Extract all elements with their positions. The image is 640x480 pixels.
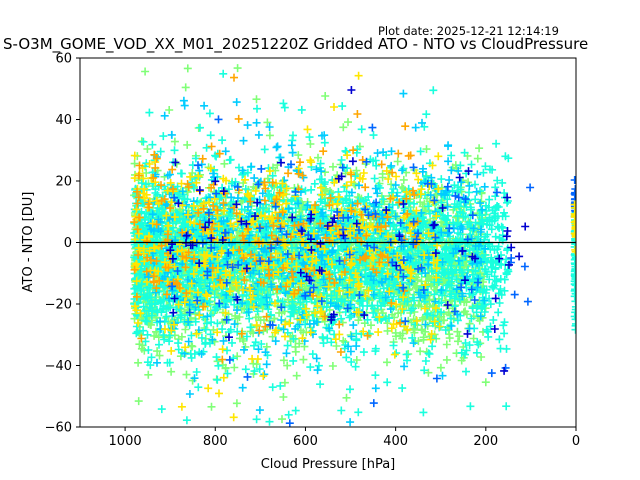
x-tick-label: 0 (572, 434, 580, 449)
y-axis: −60 −40 −20 0 20 40 60 (45, 52, 80, 436)
x-axis-label: Cloud Pressure [hPa] (261, 457, 396, 472)
scatter-point-series (166, 86, 530, 375)
x-tick-label: 400 (383, 434, 408, 449)
chart-title: S-O3M_GOME_VOD_XX_M01_20251220Z Gridded … (3, 35, 588, 54)
x-tick-label: 800 (203, 434, 228, 449)
x-tick-label: 600 (293, 434, 318, 449)
y-tick-label: 60 (55, 52, 72, 67)
x-axis: 1000 800 600 400 200 0 (109, 427, 580, 449)
y-tick-label: 40 (55, 113, 72, 128)
y-tick-label: 0 (64, 236, 72, 251)
y-tick-label: −20 (45, 298, 72, 313)
y-tick-label: 20 (55, 175, 72, 190)
scatter-points (130, 64, 576, 427)
plot-date: Plot date: 2025-12-21 12:14:19 (378, 24, 559, 38)
y-axis-label: ATO - NTO [DU] (21, 192, 36, 293)
x-tick-label: 200 (473, 434, 498, 449)
y-tick-label: −60 (45, 421, 72, 436)
scatter-point-series (130, 69, 513, 426)
y-tick-label: −40 (45, 359, 72, 374)
x-tick-label: 1000 (109, 434, 142, 449)
